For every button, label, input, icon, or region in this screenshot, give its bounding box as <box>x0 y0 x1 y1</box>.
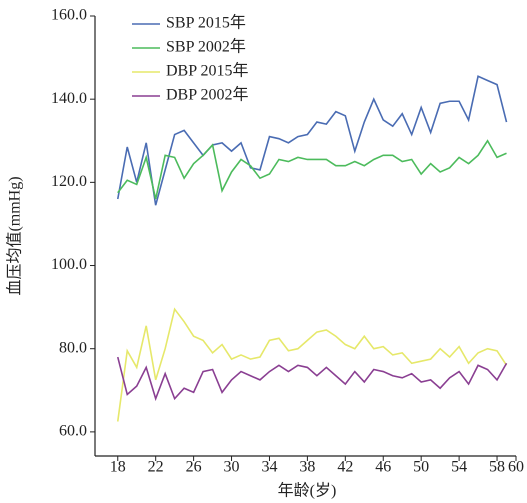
legend-label: DBP 2015年 <box>166 62 249 80</box>
line-series <box>117 139 507 200</box>
y-tick-label: 100.0 <box>51 256 87 273</box>
x-tick-label: 50 <box>413 459 429 476</box>
x-tick-label: 54 <box>451 459 467 476</box>
x-axis-label: 年龄(岁) <box>278 482 337 500</box>
y-tick-label: 160.0 <box>51 7 87 24</box>
x-tick-label: 18 <box>110 459 126 476</box>
y-tick-label: 120.0 <box>51 173 87 190</box>
legend-label: DBP 2002年 <box>166 86 249 104</box>
y-axis-label: 血压均值(mmHg) <box>6 176 24 295</box>
line-series <box>116 356 508 402</box>
y-tick-label: 80.0 <box>59 339 87 356</box>
line-series <box>116 75 508 206</box>
legend-label: SBP 2015年 <box>166 14 246 32</box>
x-tick-label: 46 <box>375 459 391 476</box>
x-tick-label: 30 <box>224 459 240 476</box>
x-tick-label: 26 <box>186 459 202 476</box>
x-tick-label: 34 <box>261 459 277 476</box>
line-series <box>116 307 508 422</box>
x-tick-label: 22 <box>148 459 164 476</box>
x-tick-label: 60 <box>508 459 524 476</box>
y-tick-label: 60.0 <box>59 423 87 440</box>
x-tick-label: 38 <box>299 459 315 476</box>
x-tick-label: 58 <box>489 459 505 476</box>
legend-label: SBP 2002年 <box>166 38 246 56</box>
y-tick-label: 140.0 <box>51 90 87 107</box>
x-tick-label: 42 <box>337 459 353 476</box>
